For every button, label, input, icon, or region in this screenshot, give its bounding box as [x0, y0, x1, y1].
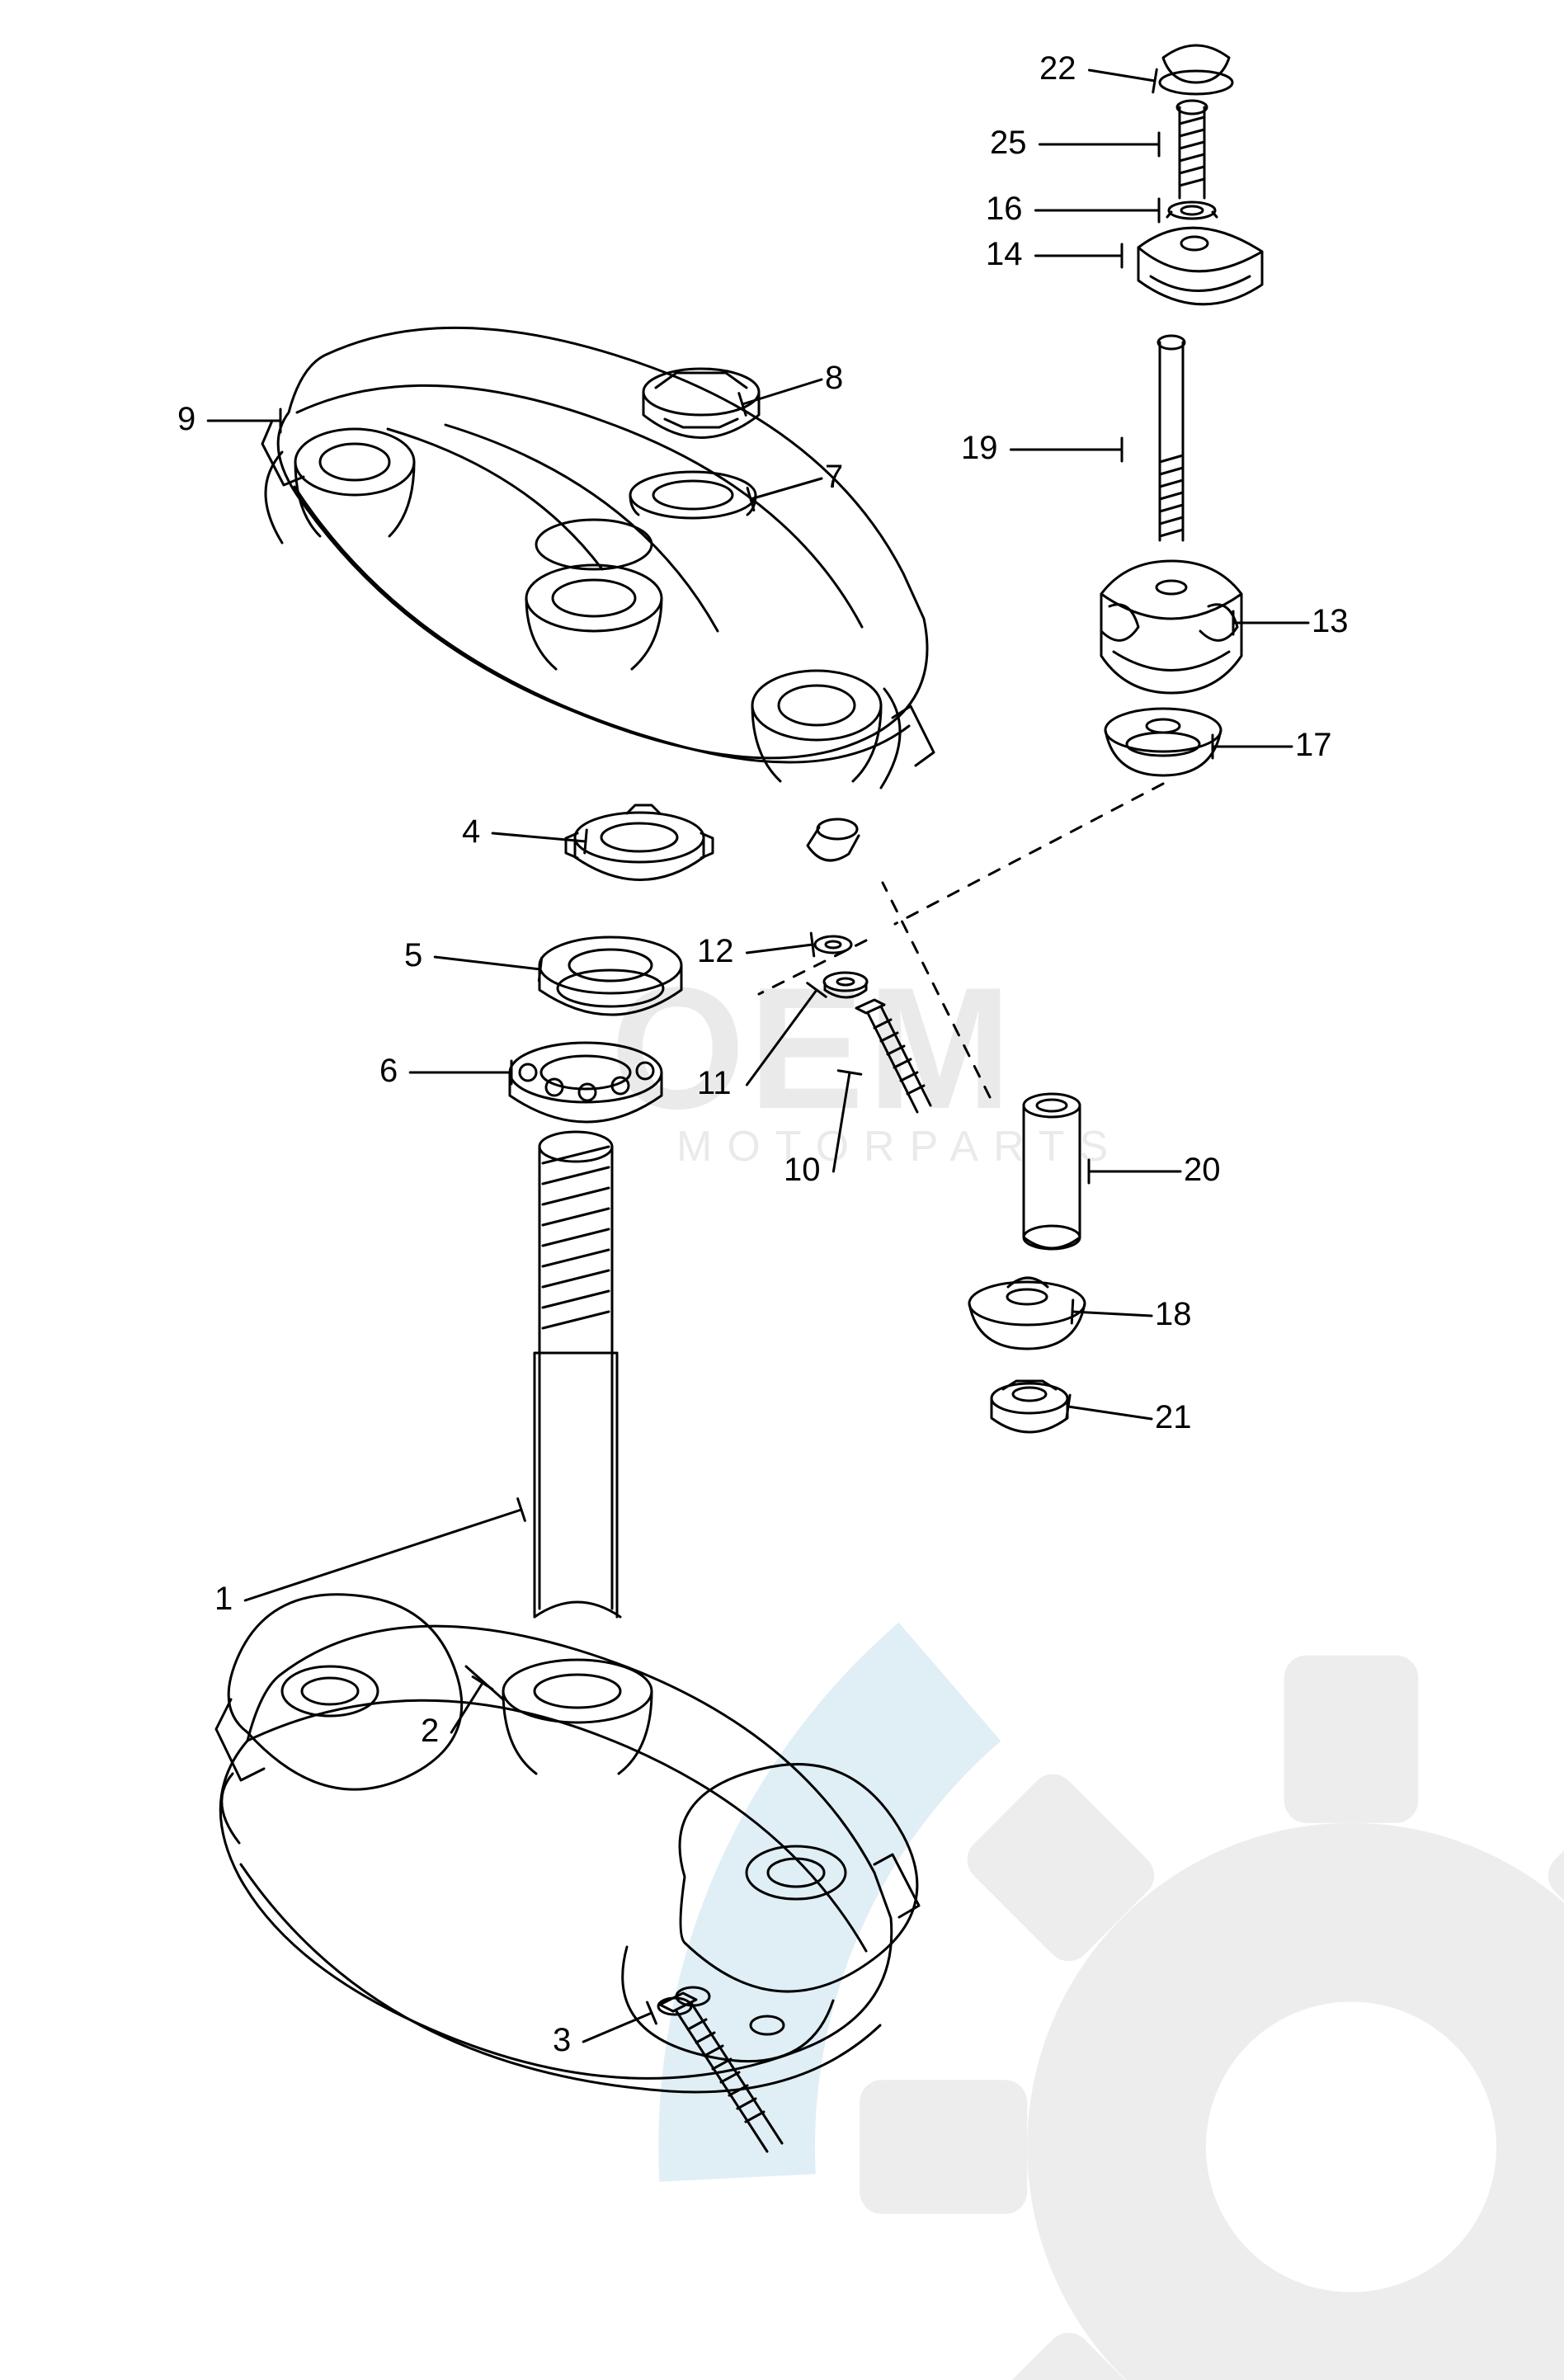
part-1-steering-stem [216, 1132, 919, 2092]
part-16-washer [1167, 202, 1217, 219]
callout-19: 19 [961, 431, 998, 464]
part-22-cap [1160, 45, 1232, 94]
callout-6: 6 [379, 1054, 398, 1087]
callout-5: 5 [404, 939, 422, 972]
part-17-bush-upper [1105, 709, 1221, 775]
part-14-upper-holder [1138, 228, 1262, 304]
callout-12: 12 [697, 935, 734, 968]
callout-1: 1 [214, 1582, 233, 1615]
callout-2: 2 [421, 1714, 439, 1747]
callout-25: 25 [990, 126, 1027, 159]
part-10-bolt [856, 1000, 930, 1112]
part-19-stud [1158, 336, 1185, 540]
callout-3: 3 [553, 2024, 571, 2057]
callout-14: 14 [986, 238, 1023, 271]
callout-16: 16 [986, 192, 1023, 225]
callout-9: 9 [177, 403, 196, 436]
diagram-canvas: OEM MOTORPARTS [0, 0, 1564, 2380]
part-7-washer [630, 472, 756, 518]
part-9-upper-bracket [262, 328, 934, 860]
callout-10: 10 [784, 1153, 821, 1186]
part-25-bolt [1177, 101, 1207, 198]
callout-11: 11 [697, 1067, 732, 1100]
part-6-upper-bearing [510, 1043, 662, 1122]
part-21-flange-nut [992, 1381, 1067, 1432]
callout-8: 8 [825, 361, 843, 394]
callout-4: 4 [462, 815, 480, 848]
callout-18: 18 [1155, 1298, 1192, 1331]
part-18-bush-lower [969, 1278, 1085, 1349]
callout-22: 22 [1039, 52, 1076, 85]
part-13-lower-holder [1101, 561, 1241, 693]
part-20-spacer [1024, 1094, 1080, 1249]
callout-7: 7 [825, 460, 843, 493]
part-4-ring-nut [566, 805, 713, 880]
callout-20: 20 [1184, 1153, 1221, 1186]
schematic-svg [0, 0, 1564, 2380]
callout-21: 21 [1155, 1401, 1192, 1434]
callout-17: 17 [1295, 728, 1332, 761]
callout-13: 13 [1312, 605, 1349, 638]
part-5-dust-seal [539, 937, 681, 1015]
part-12-washer-small [815, 936, 851, 953]
part-11-washer [824, 973, 867, 997]
fwd-badge: FWD [49, 2266, 198, 2331]
